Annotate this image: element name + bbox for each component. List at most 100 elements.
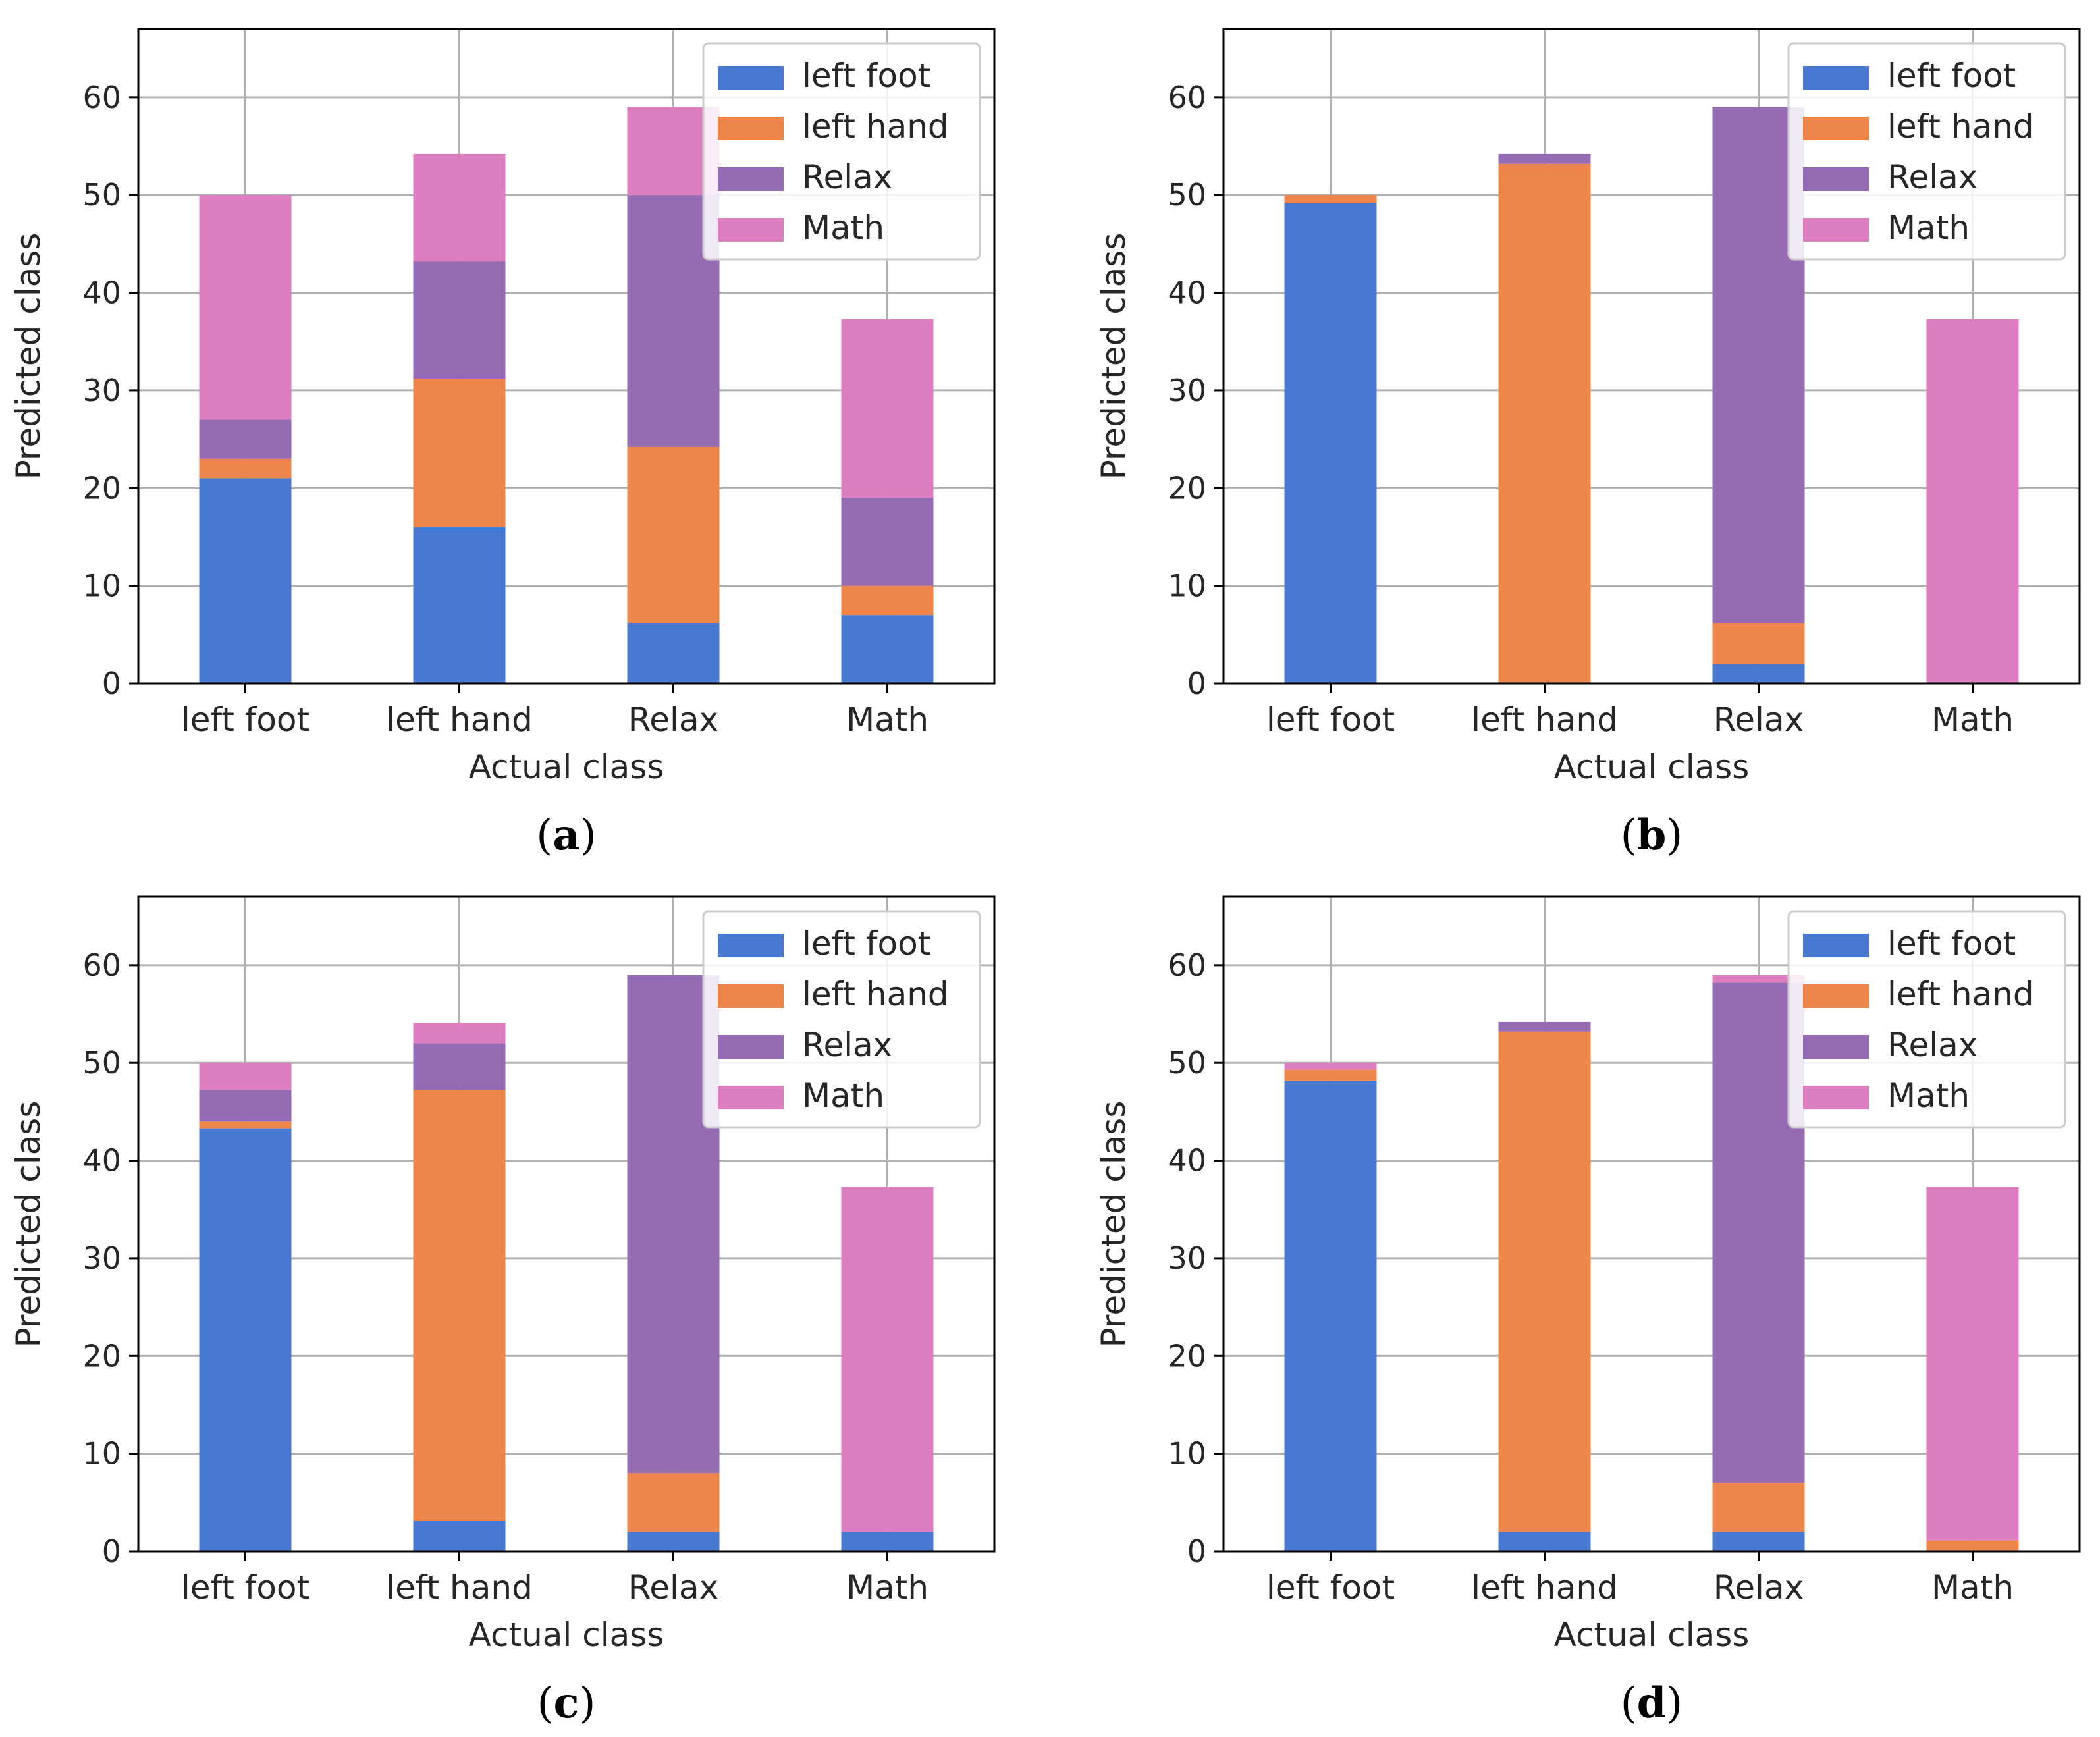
bar-segment-relax-left-hand: [1498, 1021, 1591, 1032]
x-tick-label-left-foot: left foot: [1266, 701, 1395, 739]
bar-segment-left-hand-left-foot: [199, 458, 292, 479]
y-tick-label: 60: [82, 80, 121, 115]
bar-segment-left-foot-relax: [1712, 1532, 1805, 1551]
bar-segment-math-left-foot: [199, 195, 292, 420]
bar-segment-left-hand-left-hand: [1498, 1031, 1591, 1532]
y-tick-label: 20: [82, 470, 121, 506]
legend-box: [1787, 42, 2066, 261]
y-tick-label: 0: [102, 666, 121, 701]
panel-caption: (c): [537, 1678, 596, 1728]
legend-swatch-math: [1803, 218, 1869, 242]
panel-caption-letter: d: [1637, 1678, 1667, 1728]
x-axis-label: Actual class: [1554, 748, 1750, 786]
legend-swatch-left-hand: [1803, 984, 1869, 1008]
legend-label-left-hand: left hand: [802, 107, 949, 146]
y-tick-label: 10: [82, 568, 121, 604]
y-tick-label: 20: [82, 1338, 121, 1374]
bar-segment-left-hand-left-foot: [1284, 195, 1377, 203]
bar-segment-left-foot-left-foot: [1284, 203, 1377, 683]
bar-segment-relax-math: [841, 498, 934, 586]
legend-swatch-left-hand: [718, 117, 784, 140]
bar-segment-left-foot-relax: [1712, 664, 1805, 683]
bar-segment-left-foot-left-foot: [1284, 1080, 1377, 1551]
y-tick-label: 40: [82, 1143, 121, 1179]
bar-segment-left-foot-left-hand: [413, 1521, 506, 1551]
bar-segment-math-relax: [1712, 975, 1805, 983]
bar-segment-left-foot-left-hand: [413, 527, 506, 683]
chart-panel-c: 0 10 20 30 40 50 60 left foot left hand Relax Math…: [9, 895, 996, 1728]
y-tick-label: 60: [82, 948, 121, 983]
legend: left foot left hand Relax Math: [1787, 910, 2066, 1129]
x-tick-label-left-hand: left hand: [386, 701, 533, 739]
panel-caption-letter: a: [552, 811, 579, 860]
legend-label-left-hand: left hand: [802, 975, 949, 1013]
y-tick-label: 50: [82, 177, 121, 213]
bar-segment-left-foot-left-hand: [1498, 1532, 1591, 1551]
bar-segment-left-hand-left-foot: [1284, 1069, 1377, 1081]
bar-segment-left-foot-relax: [627, 623, 720, 683]
legend-swatch-left-foot: [1803, 66, 1869, 90]
bar-segment-math-left-foot: [199, 1063, 292, 1090]
legend-swatch-math: [718, 218, 784, 242]
legend-label-left-foot: left foot: [802, 57, 930, 95]
x-tick-label-left-foot: left foot: [181, 1568, 310, 1607]
legend-swatch-math: [718, 1086, 784, 1109]
legend-label-left-hand: left hand: [1887, 107, 2034, 146]
x-tick-label-math: Math: [846, 701, 929, 739]
legend-label-left-foot: left foot: [1887, 57, 2016, 95]
bar-segment-left-foot-left-foot: [199, 1128, 292, 1551]
bar-segment-relax-left-foot: [199, 419, 292, 459]
y-tick-label: 30: [1168, 373, 1206, 408]
y-tick-label: 40: [82, 275, 121, 311]
legend-swatch-relax: [1803, 1035, 1869, 1059]
y-axis-label: Predicted class: [1094, 1101, 1133, 1348]
panel-caption: (b): [1621, 811, 1683, 860]
y-tick-label: 50: [82, 1045, 121, 1081]
panel-caption-letter: c: [554, 1678, 579, 1728]
x-tick-label-left-foot: left foot: [1266, 1568, 1395, 1607]
x-tick-label-relax: Relax: [1713, 701, 1804, 739]
legend-swatch-left-foot: [718, 934, 784, 957]
axes-frame: [1222, 28, 2081, 685]
bar-segment-left-hand-relax: [1712, 623, 1805, 664]
legend-box: [1787, 910, 2066, 1129]
bar-segment-math-math: [1926, 1187, 2019, 1541]
bar-segment-math-math: [841, 319, 934, 498]
legend-label-math: Math: [1887, 1077, 1970, 1115]
x-tick-label-left-hand: left hand: [1471, 701, 1618, 739]
y-tick-label: 30: [82, 373, 121, 408]
legend-label-math: Math: [1887, 209, 1970, 247]
axes-frame: [1222, 895, 2081, 1553]
x-axis-label: Actual class: [469, 1616, 664, 1654]
legend-label-left-foot: left foot: [1887, 924, 2016, 963]
y-tick-label: 10: [1168, 1436, 1206, 1472]
y-tick-label: 10: [1168, 568, 1206, 604]
x-tick-label-math: Math: [1931, 701, 2014, 739]
bar-segment-left-foot-math: [841, 1532, 934, 1551]
legend-label-left-hand: left hand: [1887, 975, 2034, 1013]
bar-segment-left-hand-relax: [627, 446, 720, 624]
bar-segment-math-left-hand: [413, 153, 506, 262]
legend-box: [702, 42, 981, 261]
legend-swatch-left-hand: [1803, 117, 1869, 140]
chart-panel-b: 0 10 20 30 40 50 60 left foot left hand Relax Math…: [1094, 28, 2081, 860]
legend-swatch-left-hand: [718, 984, 784, 1008]
y-tick-label: 40: [1168, 275, 1206, 311]
legend-swatch-relax: [1803, 167, 1869, 191]
legend-label-relax: Relax: [1887, 158, 1978, 196]
legend-label-relax: Relax: [802, 1026, 892, 1064]
bar-segment-left-hand-left-foot: [199, 1121, 292, 1129]
bar-segment-left-hand-left-hand: [1498, 163, 1591, 684]
y-tick-label: 20: [1168, 470, 1206, 506]
legend-swatch-relax: [718, 167, 784, 191]
y-tick-label: 0: [102, 1534, 121, 1569]
y-tick-label: 0: [1187, 666, 1206, 701]
bar-segment-left-foot-math: [841, 615, 934, 683]
x-tick-label-left-foot: left foot: [181, 701, 310, 739]
x-tick-label-left-hand: left hand: [386, 1568, 533, 1607]
bar-segment-math-math: [1926, 319, 2019, 683]
y-tick-label: 30: [1168, 1241, 1206, 1276]
y-tick-label: 50: [1168, 1045, 1206, 1081]
legend-swatch-relax: [718, 1035, 784, 1059]
